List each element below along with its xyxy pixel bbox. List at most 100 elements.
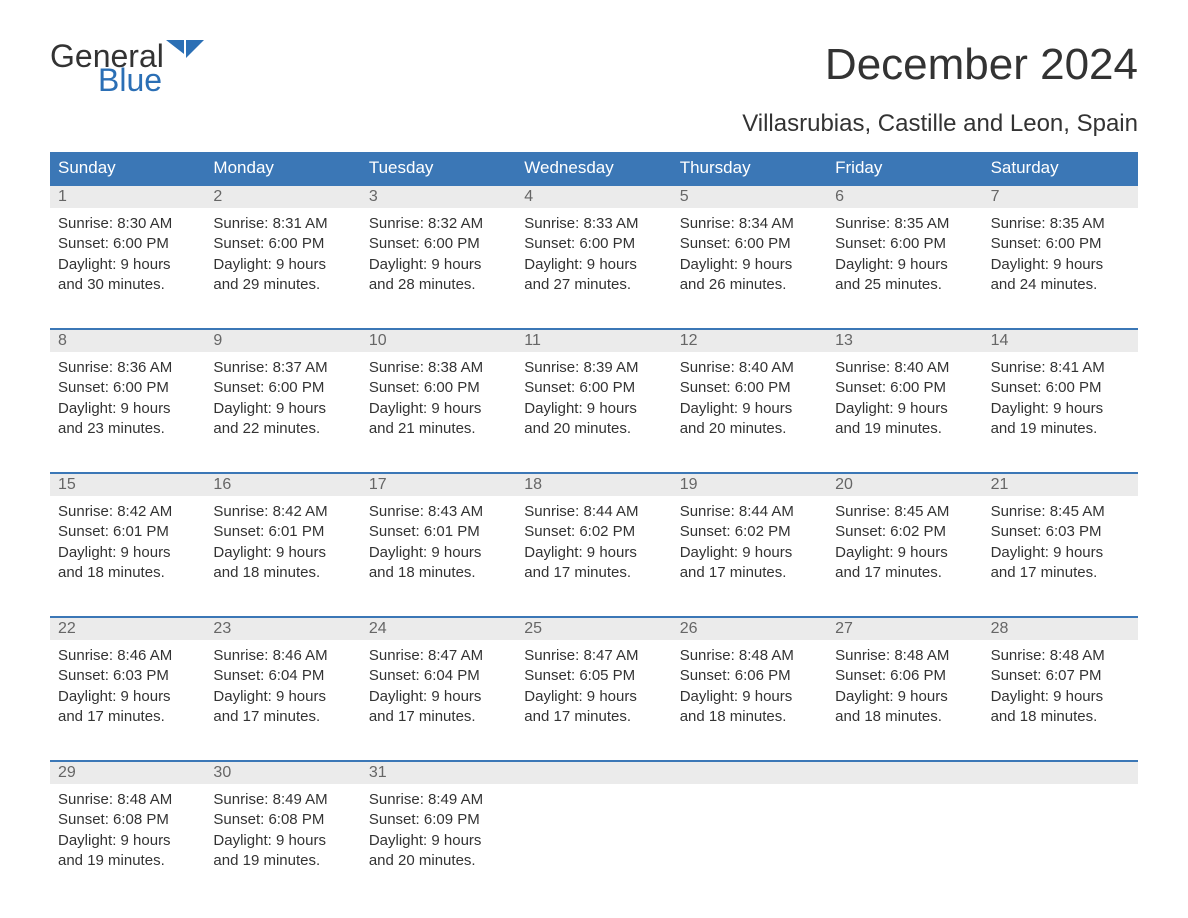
day-cell: Sunrise: 8:46 AMSunset: 6:04 PMDaylight:…: [205, 640, 360, 732]
daynum-strip: 15161718192021: [50, 474, 1138, 496]
day-cell: Sunrise: 8:41 AMSunset: 6:00 PMDaylight:…: [983, 352, 1138, 444]
daylight-line1: Daylight: 9 hours: [58, 543, 197, 563]
daylight-line2: and 17 minutes.: [991, 563, 1130, 583]
sunset-text: Sunset: 6:06 PM: [835, 666, 974, 686]
sunrise-text: Sunrise: 8:42 AM: [213, 502, 352, 522]
daylight-line1: Daylight: 9 hours: [991, 399, 1130, 419]
sunset-text: Sunset: 6:07 PM: [991, 666, 1130, 686]
sunset-text: Sunset: 6:00 PM: [369, 378, 508, 398]
sunset-text: Sunset: 6:06 PM: [680, 666, 819, 686]
day-cell: Sunrise: 8:43 AMSunset: 6:01 PMDaylight:…: [361, 496, 516, 588]
daylight-line1: Daylight: 9 hours: [58, 831, 197, 851]
day-number: 5: [672, 186, 827, 208]
daylight-line2: and 17 minutes.: [524, 563, 663, 583]
daylight-line2: and 20 minutes.: [680, 419, 819, 439]
daylight-line2: and 19 minutes.: [835, 419, 974, 439]
sunset-text: Sunset: 6:08 PM: [58, 810, 197, 830]
day-number: 6: [827, 186, 982, 208]
daylight-line2: and 17 minutes.: [680, 563, 819, 583]
day-number: 26: [672, 618, 827, 640]
sunrise-text: Sunrise: 8:41 AM: [991, 358, 1130, 378]
day-cell: Sunrise: 8:48 AMSunset: 6:07 PMDaylight:…: [983, 640, 1138, 732]
day-number: 16: [205, 474, 360, 496]
day-cell: Sunrise: 8:39 AMSunset: 6:00 PMDaylight:…: [516, 352, 671, 444]
day-number: 4: [516, 186, 671, 208]
sunrise-text: Sunrise: 8:45 AM: [991, 502, 1130, 522]
daylight-line1: Daylight: 9 hours: [524, 255, 663, 275]
sunset-text: Sunset: 6:04 PM: [213, 666, 352, 686]
sunset-text: Sunset: 6:04 PM: [369, 666, 508, 686]
day-number: 11: [516, 330, 671, 352]
daylight-line2: and 18 minutes.: [991, 707, 1130, 727]
day-cell: [983, 784, 1138, 876]
daylight-line2: and 29 minutes.: [213, 275, 352, 295]
sunrise-text: Sunrise: 8:30 AM: [58, 214, 197, 234]
sunset-text: Sunset: 6:09 PM: [369, 810, 508, 830]
sunrise-text: Sunrise: 8:32 AM: [369, 214, 508, 234]
sunset-text: Sunset: 6:03 PM: [991, 522, 1130, 542]
day-cell: Sunrise: 8:42 AMSunset: 6:01 PMDaylight:…: [50, 496, 205, 588]
daynum-strip: 1234567: [50, 186, 1138, 208]
daylight-line1: Daylight: 9 hours: [680, 255, 819, 275]
sunrise-text: Sunrise: 8:48 AM: [680, 646, 819, 666]
sunrise-text: Sunrise: 8:44 AM: [680, 502, 819, 522]
daylight-line1: Daylight: 9 hours: [835, 255, 974, 275]
weekday-tuesday: Tuesday: [361, 152, 516, 184]
daylight-line2: and 20 minutes.: [369, 851, 508, 871]
day-number: 23: [205, 618, 360, 640]
day-number: 17: [361, 474, 516, 496]
weekday-friday: Friday: [827, 152, 982, 184]
day-number: 12: [672, 330, 827, 352]
sunrise-text: Sunrise: 8:48 AM: [991, 646, 1130, 666]
sunset-text: Sunset: 6:00 PM: [58, 234, 197, 254]
day-number: 1: [50, 186, 205, 208]
sunset-text: Sunset: 6:00 PM: [835, 234, 974, 254]
daylight-line2: and 20 minutes.: [524, 419, 663, 439]
daylight-line1: Daylight: 9 hours: [680, 543, 819, 563]
weekday-header-row: Sunday Monday Tuesday Wednesday Thursday…: [50, 152, 1138, 184]
daylight-line1: Daylight: 9 hours: [835, 687, 974, 707]
daylight-line2: and 24 minutes.: [991, 275, 1130, 295]
daylight-line1: Daylight: 9 hours: [58, 399, 197, 419]
day-cell: Sunrise: 8:37 AMSunset: 6:00 PMDaylight:…: [205, 352, 360, 444]
day-cell: Sunrise: 8:38 AMSunset: 6:00 PMDaylight:…: [361, 352, 516, 444]
day-cell: Sunrise: 8:31 AMSunset: 6:00 PMDaylight:…: [205, 208, 360, 300]
day-cell: Sunrise: 8:33 AMSunset: 6:00 PMDaylight:…: [516, 208, 671, 300]
daylight-line1: Daylight: 9 hours: [835, 399, 974, 419]
daylight-line1: Daylight: 9 hours: [369, 255, 508, 275]
daylight-line1: Daylight: 9 hours: [991, 255, 1130, 275]
daylight-line1: Daylight: 9 hours: [369, 399, 508, 419]
sunrise-text: Sunrise: 8:36 AM: [58, 358, 197, 378]
weekday-saturday: Saturday: [983, 152, 1138, 184]
day-cell: Sunrise: 8:30 AMSunset: 6:00 PMDaylight:…: [50, 208, 205, 300]
daylight-line2: and 18 minutes.: [213, 563, 352, 583]
daylight-line1: Daylight: 9 hours: [680, 687, 819, 707]
sunset-text: Sunset: 6:00 PM: [213, 234, 352, 254]
day-number: 31: [361, 762, 516, 784]
day-number: 15: [50, 474, 205, 496]
day-number: [827, 762, 982, 784]
daylight-line2: and 19 minutes.: [58, 851, 197, 871]
sunset-text: Sunset: 6:01 PM: [58, 522, 197, 542]
daylight-line1: Daylight: 9 hours: [369, 543, 508, 563]
daylight-line1: Daylight: 9 hours: [58, 255, 197, 275]
daylight-line2: and 26 minutes.: [680, 275, 819, 295]
sunrise-text: Sunrise: 8:48 AM: [58, 790, 197, 810]
daylight-line1: Daylight: 9 hours: [213, 255, 352, 275]
weeks-container: 1234567Sunrise: 8:30 AMSunset: 6:00 PMDa…: [50, 184, 1138, 876]
sunrise-text: Sunrise: 8:37 AM: [213, 358, 352, 378]
daylight-line1: Daylight: 9 hours: [213, 831, 352, 851]
week-row: 22232425262728Sunrise: 8:46 AMSunset: 6:…: [50, 616, 1138, 732]
day-number: 7: [983, 186, 1138, 208]
daylight-line1: Daylight: 9 hours: [369, 687, 508, 707]
day-number: 9: [205, 330, 360, 352]
month-title: December 2024: [825, 40, 1138, 90]
day-number: 14: [983, 330, 1138, 352]
sunrise-text: Sunrise: 8:35 AM: [835, 214, 974, 234]
daynum-strip: 891011121314: [50, 330, 1138, 352]
day-cell: [516, 784, 671, 876]
weekday-monday: Monday: [205, 152, 360, 184]
day-number: 20: [827, 474, 982, 496]
day-number: 13: [827, 330, 982, 352]
sunset-text: Sunset: 6:00 PM: [991, 378, 1130, 398]
